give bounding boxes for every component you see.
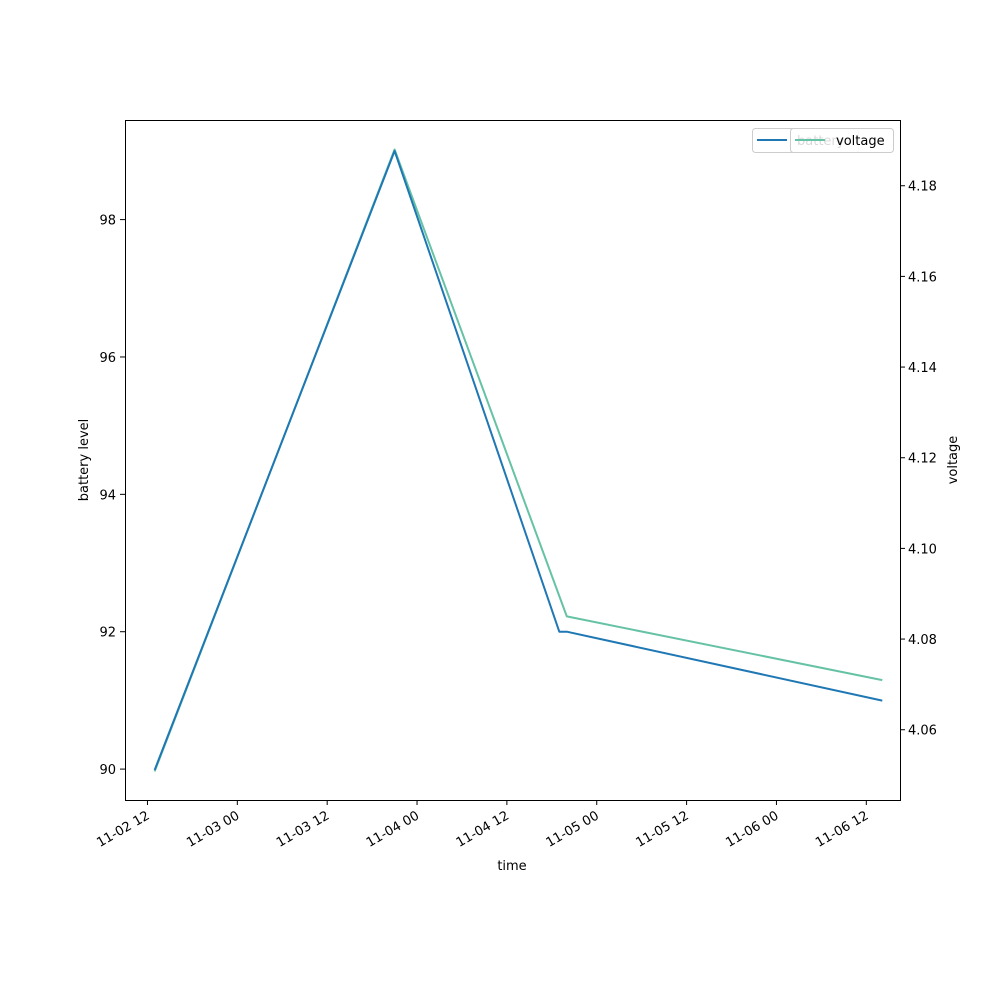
- legend-voltage-box: [790, 128, 894, 153]
- series-line-battery: [153, 149, 883, 771]
- y-right-tick-label: 4.18: [908, 180, 937, 195]
- x-axis-label: time: [497, 859, 526, 874]
- y-axis-left-label: battery level: [77, 419, 92, 502]
- legend-voltage: voltage: [790, 128, 894, 153]
- plot-area: [153, 148, 883, 772]
- y-left-tick-label: 96: [99, 351, 116, 366]
- y-left-tick-label: 94: [99, 488, 116, 503]
- y-right-tick-label: 4.12: [908, 452, 937, 467]
- y-right-tick-label: 4.10: [908, 542, 937, 557]
- axes-frame: [125, 120, 901, 801]
- y-right-tick-label: 4.08: [908, 633, 937, 648]
- y-right-tick-label: 4.14: [908, 361, 937, 376]
- y-right-tick-label: 4.16: [908, 270, 937, 285]
- y-left-tick-label: 92: [99, 626, 116, 641]
- y-left-tick-label: 98: [99, 214, 116, 229]
- legend-voltage-label: voltage: [836, 134, 885, 149]
- y-axis-right-label: voltage: [946, 436, 961, 485]
- y-right-tick-label: 4.06: [908, 724, 937, 739]
- y-left-tick-label: 90: [99, 763, 116, 778]
